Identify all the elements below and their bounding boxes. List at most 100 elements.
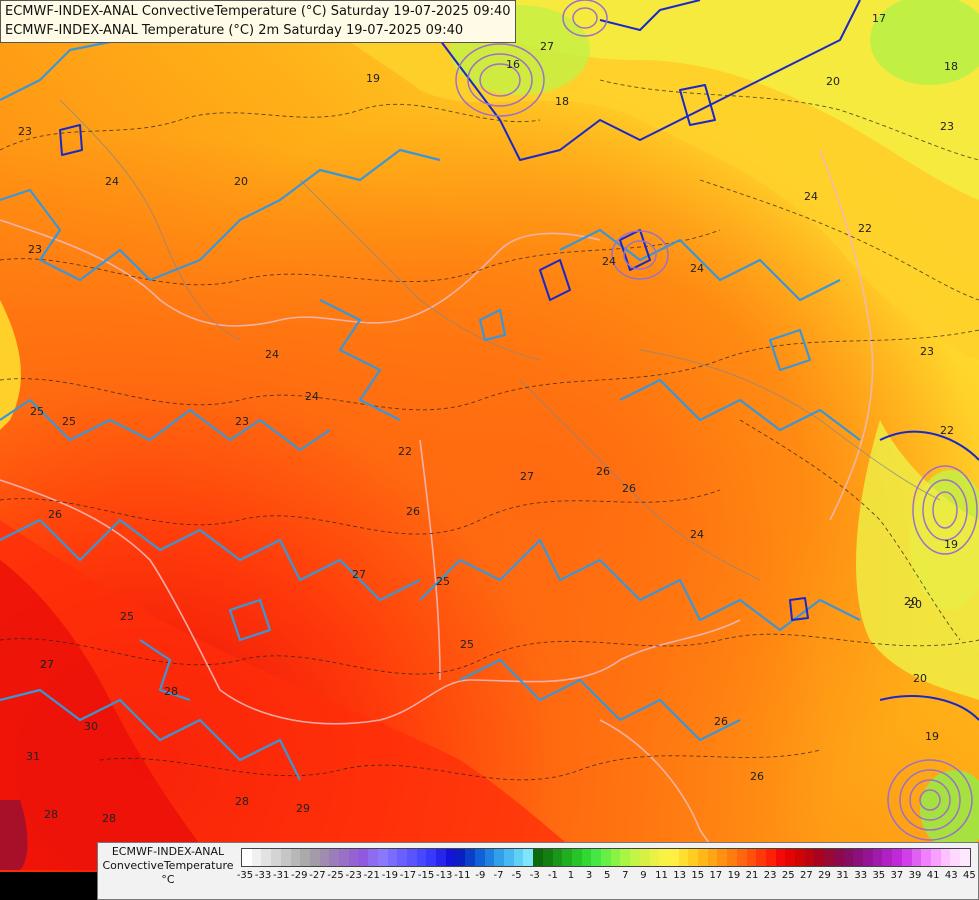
map-header: ECMWF-INDEX-ANAL ConvectiveTemperature (…: [0, 0, 516, 43]
legend-swatch: [542, 849, 553, 866]
legend-swatch: [775, 849, 786, 866]
header-line-convective: ECMWF-INDEX-ANAL ConvectiveTemperature (…: [5, 4, 511, 19]
legend-swatch: [280, 849, 291, 866]
legend-swatch: [494, 849, 504, 866]
contour-label: 25: [30, 405, 44, 418]
legend-swatch: [503, 849, 514, 866]
header-line-temperature: ECMWF-INDEX-ANAL Temperature (°C) 2m Sat…: [5, 23, 464, 38]
legend-tick-label: 1: [567, 870, 575, 881]
legend-swatch: [863, 849, 873, 866]
legend-swatch: [581, 849, 592, 866]
contour-label: 20: [913, 672, 927, 685]
legend-swatch: [950, 849, 961, 866]
legend-tick-label: -9: [475, 870, 486, 881]
contour-label: 24: [265, 348, 279, 361]
legend-swatch: [271, 849, 281, 866]
contour-label: 20: [908, 598, 922, 611]
legend-unit: °C: [161, 873, 175, 886]
contour-label: 22: [398, 445, 412, 458]
contour-label: 23: [940, 120, 954, 133]
legend-color-bar: [241, 848, 971, 867]
legend-swatch: [562, 849, 572, 866]
contour-label: 23: [235, 415, 249, 428]
legend-swatch: [930, 849, 941, 866]
legend-swatch: [921, 849, 931, 866]
legend-swatch: [824, 849, 834, 866]
legend-swatch: [668, 849, 679, 866]
legend-swatch: [436, 849, 446, 866]
legend-ticks: -35 -33 -31 -29 -27 -25 -23 -21 -19 -17 -15 -13 -11-…: [237, 870, 977, 884]
contour-label: 20: [904, 595, 918, 608]
legend-swatch: [785, 849, 796, 866]
contour-label: 28: [102, 812, 116, 825]
contour-label: 18: [555, 95, 569, 108]
legend-swatch: [377, 849, 388, 866]
legend-swatch: [960, 849, 970, 866]
legend-swatch: [523, 849, 534, 866]
legend-tick-label: 37: [890, 870, 904, 881]
legend-swatch: [300, 849, 310, 866]
contour-label: 28: [164, 685, 178, 698]
legend-swatch: [445, 849, 456, 866]
contour-labels: 23 24 23 24 25 24 23 25 26 27 26 24 26 25 27 25 26 26 25 27…: [18, 12, 958, 825]
legend-tick-label: 15: [691, 870, 705, 881]
contour-label: 29: [296, 802, 310, 815]
contour-label: 27: [40, 658, 54, 671]
legend-swatch: [717, 849, 728, 866]
legend-swatch: [358, 849, 369, 866]
legend-swatch: [892, 849, 902, 866]
contour-label: 20: [234, 175, 248, 188]
contour-label: 27: [520, 470, 534, 483]
contour-label: 26: [596, 465, 610, 478]
legend-tick-label: -23: [345, 870, 362, 881]
legend-tick-label: 23: [763, 870, 777, 881]
legend-tick-label: 27: [800, 870, 813, 881]
legend-tick-label: 7: [622, 870, 629, 881]
legend-tick-label: -5: [511, 870, 522, 881]
legend-swatch: [707, 849, 718, 866]
legend-swatch: [678, 849, 689, 866]
legend-swatch: [940, 849, 951, 866]
contour-label: 27: [40, 658, 54, 671]
legend-swatch: [833, 849, 844, 866]
legend-swatch: [911, 849, 922, 866]
legend-swatch: [426, 849, 437, 866]
legend-tick-label: 11: [655, 870, 668, 881]
legend-tick-label: 35: [872, 870, 886, 881]
legend-swatch: [882, 849, 893, 866]
contour-label: 24: [690, 262, 704, 275]
legend-tick-label: -27: [309, 870, 326, 881]
legend-tick-label: 29: [818, 870, 831, 881]
legend-swatch: [242, 849, 252, 866]
legend-swatch: [397, 849, 407, 866]
black-corner: [0, 872, 97, 900]
contour-label: 28: [235, 795, 249, 808]
legend-swatch: [901, 849, 912, 866]
contour-label: 23: [28, 243, 42, 256]
contour-label: 22: [858, 222, 872, 235]
legend-swatch: [484, 849, 495, 866]
contour-label: 28: [44, 808, 58, 821]
color-legend: ECMWF-INDEX-ANAL ConvectiveTemperature °…: [97, 842, 979, 900]
contour-label: 24: [690, 528, 704, 541]
legend-tick-label: 41: [926, 870, 940, 881]
contour-label: 25: [62, 415, 76, 428]
legend-swatch: [630, 849, 640, 866]
contour-label: 18: [944, 60, 958, 73]
legend-swatch: [406, 849, 417, 866]
legend-title: ECMWF-INDEX-ANAL ConvectiveTemperature °…: [100, 845, 236, 887]
legend-tick-label: 31: [836, 870, 849, 881]
contour-label: 30: [84, 720, 98, 733]
contour-label: 16: [506, 58, 520, 71]
legend-tick-label: -17: [399, 870, 417, 881]
legend-tick-label: 33: [854, 870, 868, 881]
legend-tick-label: 17: [709, 870, 723, 881]
legend-model: ECMWF-INDEX-ANAL: [111, 845, 225, 858]
legend-swatch: [591, 849, 602, 866]
legend-swatch: [727, 849, 737, 866]
contour-label: 24: [105, 175, 119, 188]
contour-label: 25: [460, 638, 474, 651]
legend-tick-label: 5: [603, 870, 611, 881]
legend-tick-label: -1: [547, 870, 558, 881]
